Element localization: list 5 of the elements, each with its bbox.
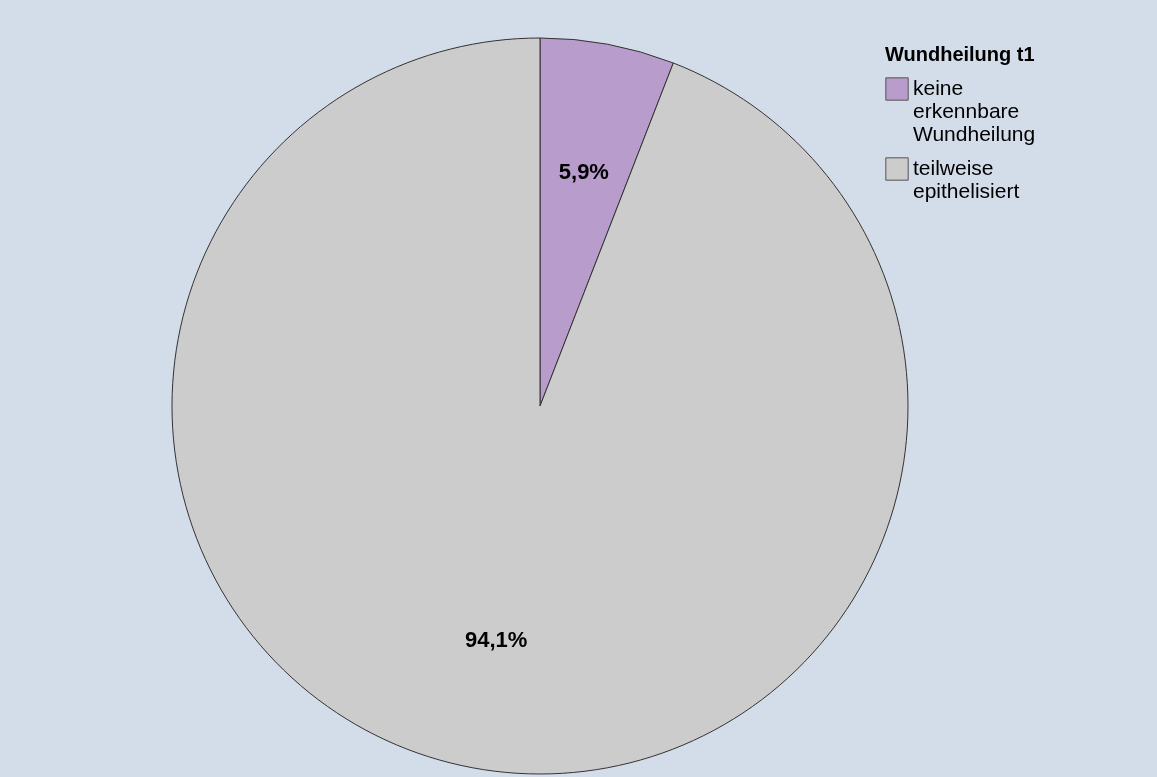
data-label: 94,1% — [464, 626, 528, 652]
legend-label: teilweise epithelisiert — [913, 156, 1020, 202]
legend-label: keine erkennbare Wundheilung — [913, 76, 1036, 145]
legend-title: Wundheilung t1 — [885, 43, 1035, 65]
data-label: 5,9% — [558, 159, 609, 185]
